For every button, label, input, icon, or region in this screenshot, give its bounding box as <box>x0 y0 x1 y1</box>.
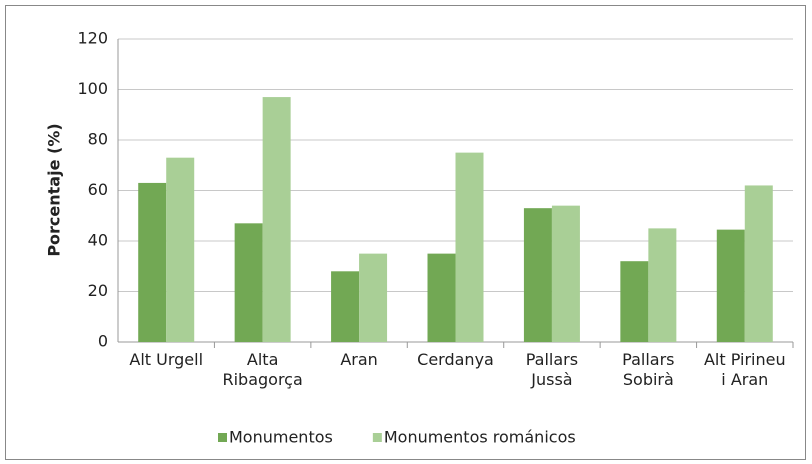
legend-label: Monumentos <box>229 428 333 447</box>
bar <box>427 253 456 342</box>
bar <box>523 208 552 342</box>
y-tick-label: 20 <box>88 281 108 300</box>
chart-border <box>5 5 806 460</box>
legend-swatch <box>218 433 227 442</box>
bar <box>166 157 195 342</box>
y-tick-label: 0 <box>98 332 108 351</box>
bar <box>716 229 745 342</box>
y-axis-title: Porcentaje (%) <box>45 123 64 256</box>
x-tick-label: Aran <box>340 350 378 369</box>
bar <box>262 97 291 342</box>
bar <box>331 271 360 342</box>
x-tick-label: Pallars Jussà <box>525 350 579 389</box>
bar <box>648 228 677 342</box>
y-tick-label: 100 <box>77 79 108 98</box>
bar <box>234 223 263 342</box>
bar <box>744 185 773 342</box>
y-tick-label: 120 <box>77 29 108 48</box>
y-tick-label: 80 <box>88 130 108 149</box>
y-tick-label: 60 <box>88 180 108 199</box>
bar <box>620 261 649 342</box>
bar <box>138 182 167 342</box>
x-tick-label: Alta Ribagorça <box>222 350 303 389</box>
bar <box>359 253 388 342</box>
x-tick-label: Alt Pirineu i Aran <box>703 350 786 389</box>
bar <box>455 152 484 342</box>
bar <box>551 205 580 342</box>
y-tick-label: 40 <box>88 231 108 250</box>
x-tick-label: Alt Urgell <box>129 350 204 369</box>
x-tick-label: Pallars Sobirà <box>622 350 675 389</box>
x-tick-label: Cerdanya <box>417 350 494 369</box>
legend-label: Monumentos románicos <box>384 428 576 447</box>
legend-swatch <box>372 433 382 442</box>
